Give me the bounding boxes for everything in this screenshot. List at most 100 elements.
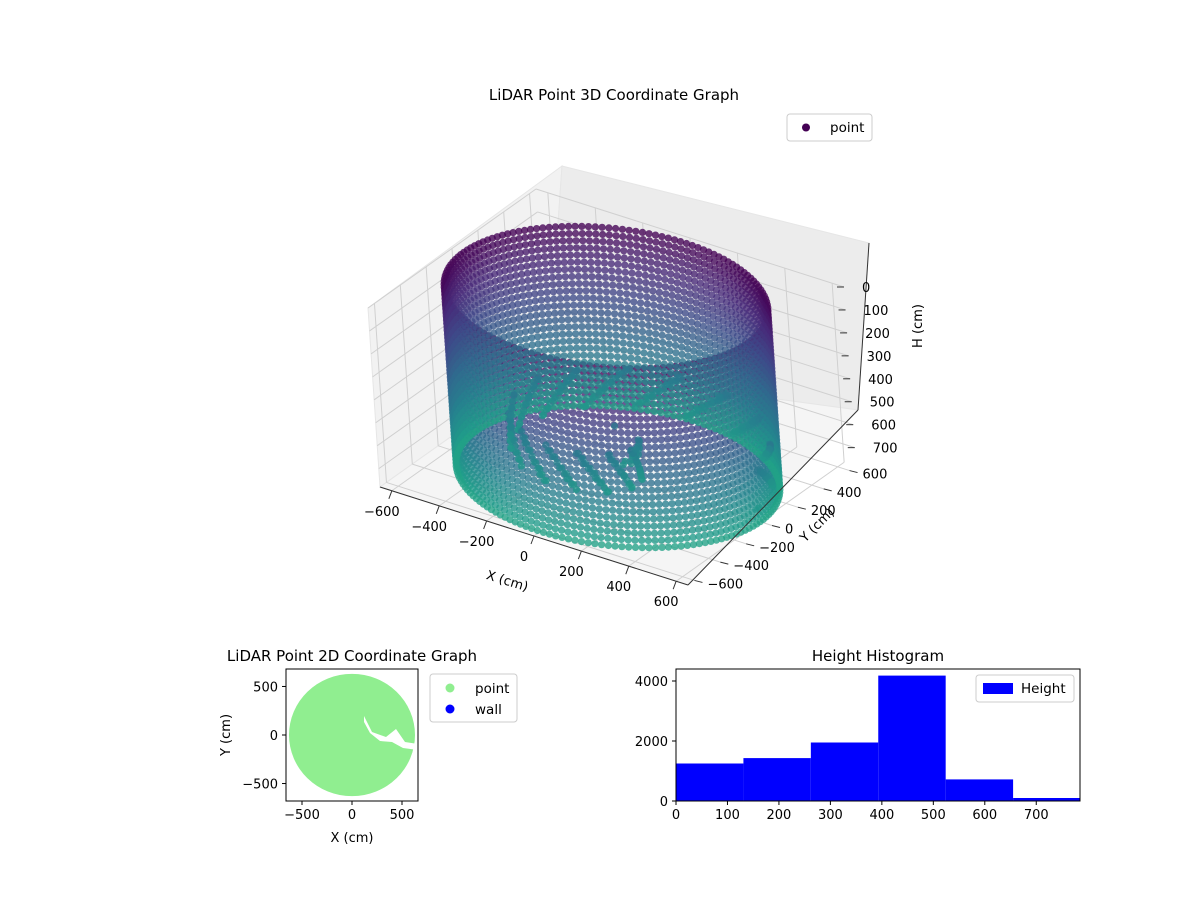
point-3d xyxy=(707,398,715,406)
point-3d xyxy=(681,513,690,521)
point-3d xyxy=(584,223,593,231)
point-3d xyxy=(530,370,538,378)
point-3d xyxy=(552,331,560,339)
point-3d xyxy=(636,292,644,300)
point-3d xyxy=(592,237,600,245)
point-3d xyxy=(686,297,694,305)
point-3d xyxy=(708,367,716,376)
point-3d xyxy=(629,283,637,292)
point-3d xyxy=(607,252,615,261)
point-3d xyxy=(604,488,613,496)
point-3d xyxy=(536,465,544,473)
point-3d xyxy=(537,289,545,297)
point-3d xyxy=(507,431,515,439)
point-3d xyxy=(632,227,640,235)
point-3d xyxy=(637,299,645,307)
scatter-2d-point-cloud xyxy=(289,673,415,797)
point-3d xyxy=(522,255,531,263)
point-3d xyxy=(682,239,691,248)
point-3d xyxy=(539,521,547,529)
point-3d xyxy=(623,522,631,530)
point-3d xyxy=(529,261,537,269)
point-3d xyxy=(692,292,700,300)
point-3d xyxy=(556,505,564,513)
point-3d xyxy=(542,477,550,485)
point-3d xyxy=(562,377,571,385)
point-3d xyxy=(685,359,693,367)
point-3d xyxy=(563,415,571,423)
point-3d xyxy=(608,366,616,375)
point-3d xyxy=(619,240,628,248)
point-3d xyxy=(572,330,580,338)
point-3d xyxy=(655,500,663,508)
point-3d xyxy=(689,533,697,542)
y-tick-mark-3d xyxy=(823,488,832,492)
point-3d xyxy=(524,394,532,402)
point-3d xyxy=(633,242,641,250)
point-3d xyxy=(509,316,517,324)
point-3d xyxy=(695,349,704,357)
point-3d xyxy=(626,233,634,241)
point-3d xyxy=(529,355,537,363)
point-3d xyxy=(610,303,618,311)
point-3d xyxy=(694,251,703,259)
point-3d xyxy=(609,388,617,396)
point-3d xyxy=(548,360,556,368)
point-3d xyxy=(675,513,683,522)
point-3d xyxy=(588,373,596,381)
point-3d xyxy=(533,428,541,436)
point-3d xyxy=(670,412,678,420)
point-3d xyxy=(637,429,645,437)
point-3d xyxy=(615,507,624,515)
point-3d xyxy=(559,244,568,252)
point-3d xyxy=(568,280,576,288)
point-3d xyxy=(589,294,597,302)
point-3d xyxy=(686,290,694,298)
point-3d xyxy=(573,351,581,359)
point-3d xyxy=(533,435,541,443)
point-3d xyxy=(664,529,672,537)
point-3d xyxy=(609,513,617,522)
point-3d xyxy=(515,235,523,243)
point-3d xyxy=(693,504,701,512)
point-3d xyxy=(583,294,591,302)
point-3d xyxy=(685,275,693,283)
x-tick-label-3d: 0 xyxy=(520,550,528,565)
point-3d xyxy=(615,282,624,290)
point-3d xyxy=(549,496,557,504)
point-3d xyxy=(683,541,692,550)
point-3d xyxy=(585,330,593,338)
point-3d xyxy=(527,426,535,434)
point-3d xyxy=(624,529,632,537)
point-3d xyxy=(665,248,673,257)
x-tick-mark-3d xyxy=(435,505,440,515)
point-3d xyxy=(706,339,714,347)
point-3d xyxy=(707,537,715,546)
point-3d xyxy=(570,430,578,438)
point-3d xyxy=(548,475,556,483)
point-3d xyxy=(662,500,670,508)
point-3d xyxy=(617,403,625,411)
point-3d xyxy=(533,225,541,233)
point-3d xyxy=(505,251,513,259)
point-3d xyxy=(641,370,650,379)
z-axis-label-3d: H (cm) xyxy=(911,304,926,348)
point-3d xyxy=(695,532,703,541)
point-3d xyxy=(518,357,526,365)
point-3d xyxy=(538,507,546,515)
point-3d xyxy=(573,466,581,474)
y-tick-label-hist: 0 xyxy=(660,795,668,810)
point-3d xyxy=(673,478,681,486)
point-3d xyxy=(536,369,544,377)
legend-hist: Height xyxy=(975,674,1075,703)
point-3d xyxy=(584,439,592,448)
point-3d xyxy=(530,469,538,477)
point-3d xyxy=(592,330,600,338)
point-3d xyxy=(681,393,689,401)
point-3d xyxy=(698,308,706,316)
x-tick-mark-3d xyxy=(483,520,488,530)
point-3d xyxy=(551,517,559,526)
point-3d xyxy=(636,515,644,523)
point-3d xyxy=(684,455,692,463)
